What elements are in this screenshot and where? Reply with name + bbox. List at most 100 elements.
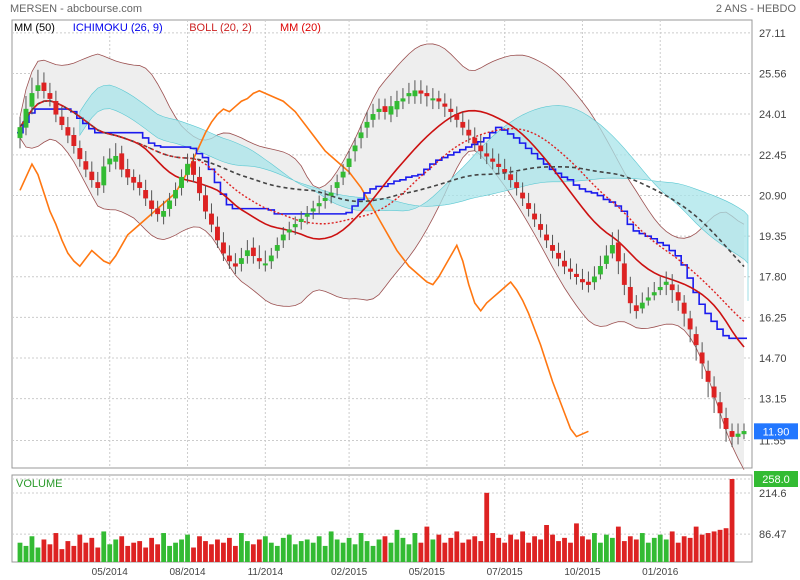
candle-body <box>580 279 585 283</box>
candle-body <box>645 297 651 301</box>
volume-bar <box>203 541 208 562</box>
last-volume-box <box>754 471 798 487</box>
candle-body <box>496 163 502 167</box>
candle-body <box>238 258 244 264</box>
volume-bar <box>304 539 310 562</box>
volume-bar <box>215 539 220 562</box>
volume-bar <box>280 537 286 562</box>
candle-body <box>621 263 627 285</box>
volume-bar <box>29 536 35 562</box>
candle-body <box>310 208 316 212</box>
candle-body <box>191 161 196 175</box>
volume-bar <box>562 537 567 562</box>
volume-bar <box>592 533 597 562</box>
volume-bar <box>586 539 591 562</box>
volume-bar <box>550 534 555 562</box>
candle-body <box>137 182 143 188</box>
x-tick-label: 10/2015 <box>564 567 601 578</box>
candle-body <box>430 98 436 101</box>
volume-bar <box>603 534 609 562</box>
volume-tick-label: 214.6 <box>759 488 787 500</box>
volume-bar <box>113 539 119 562</box>
axes: 11.5513.1514.7016.2517.8019.3520.9022.45… <box>14 22 798 578</box>
volume-bar <box>490 533 496 562</box>
candle-body <box>131 176 137 183</box>
volume-bar <box>250 544 256 562</box>
volume-tick-label: 258.0 <box>762 474 790 486</box>
candle-body <box>424 93 430 97</box>
candle-body <box>220 242 226 254</box>
candle-body <box>316 203 322 207</box>
volume-bar <box>442 542 448 562</box>
x-tick-label: 05/2014 <box>92 567 129 578</box>
volume-bar <box>95 547 101 562</box>
volume-bar <box>35 547 41 562</box>
candle-body <box>556 252 561 259</box>
y-tick-label: 17.80 <box>759 272 787 284</box>
volume-bar <box>358 533 364 562</box>
last-price-label: 11.90 <box>763 426 790 438</box>
y-tick-label: 13.15 <box>759 394 787 406</box>
volume-bar <box>520 531 526 562</box>
ichimoku-cloud <box>79 84 749 301</box>
volume-title: VOLUME <box>16 478 62 490</box>
y-tick-label: 22.45 <box>759 150 787 162</box>
candle-body <box>77 148 83 160</box>
volume-bar <box>256 539 262 562</box>
candle-body <box>394 100 400 110</box>
candle-body <box>591 276 597 283</box>
candle-body <box>460 121 466 128</box>
y-tick-label: 25.56 <box>759 68 787 80</box>
candle-body <box>388 106 394 115</box>
volume-bar <box>466 539 472 562</box>
last-price-box <box>754 423 798 440</box>
volume-bar <box>508 534 514 562</box>
candle-body <box>693 334 699 346</box>
volume-bar <box>400 537 406 562</box>
candle-body <box>412 90 418 97</box>
candle-body <box>250 247 256 257</box>
candle-body <box>687 318 693 330</box>
candle-body <box>400 98 406 102</box>
candle-body <box>633 305 639 312</box>
y-tick-label: 27.11 <box>759 28 786 40</box>
candle-body <box>729 431 735 437</box>
volume-bar <box>346 537 352 562</box>
candle-body <box>173 190 179 199</box>
volume-bar <box>729 479 735 562</box>
candle-body <box>544 234 549 241</box>
candle-body <box>268 255 274 262</box>
volume-bar <box>167 545 172 562</box>
y-tick-label: 24.01 <box>759 109 787 121</box>
candle-body <box>675 292 681 301</box>
volume-bar <box>388 542 394 562</box>
candle-body <box>609 245 615 254</box>
candle-body <box>41 82 47 91</box>
volume-bar <box>544 525 549 562</box>
candle-body <box>101 166 107 186</box>
volume-bar <box>574 523 579 562</box>
volume-bar <box>119 536 125 562</box>
candle-body <box>197 176 202 194</box>
candle-body <box>352 145 358 152</box>
chart-title: MERSEN - abcbourse.com <box>10 3 143 15</box>
candle-body <box>274 245 280 251</box>
x-tick-label: 08/2014 <box>169 567 206 578</box>
candle-body <box>514 182 520 188</box>
candle-body <box>436 98 442 102</box>
volume-bar <box>382 536 388 562</box>
volume-bar <box>681 536 687 562</box>
candle-body <box>669 284 675 291</box>
volume-bar <box>83 542 89 562</box>
legend-item: MM (20) <box>280 22 321 34</box>
y-tick-label: 19.35 <box>759 231 787 243</box>
candle-body <box>615 242 621 262</box>
volume-bar <box>101 531 107 562</box>
candle-body <box>358 132 364 139</box>
x-tick-label: 11/2014 <box>248 567 284 578</box>
volume-bar <box>693 526 699 562</box>
volume-bar <box>227 537 232 562</box>
candle-body <box>17 127 23 139</box>
candle-body <box>454 114 460 120</box>
x-tick-label: 02/2015 <box>331 567 368 578</box>
